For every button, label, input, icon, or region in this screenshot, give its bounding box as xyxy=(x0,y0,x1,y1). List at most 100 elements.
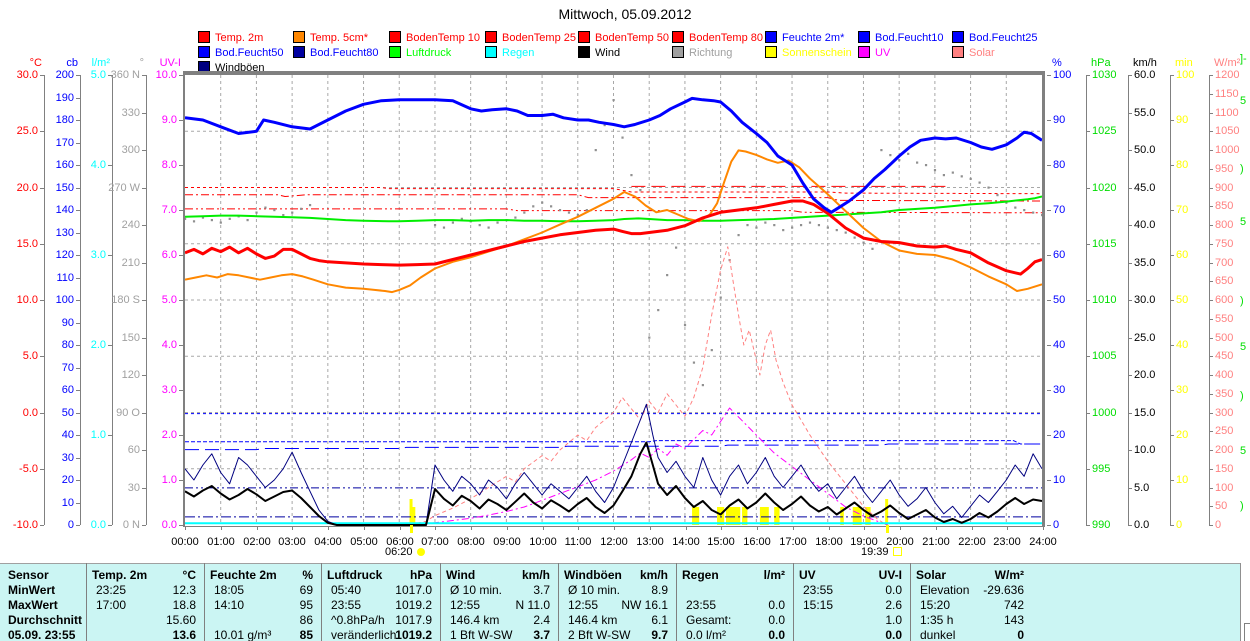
hour-tick xyxy=(650,526,651,530)
axis-label-dir: 0 N xyxy=(122,519,140,531)
series-wind xyxy=(185,441,1042,526)
axis-label-temp: 5.0 xyxy=(22,350,38,362)
axis-label-temp: 20.0 xyxy=(16,182,38,194)
hour-tick xyxy=(364,526,365,530)
table-cell-text: 17:00 xyxy=(96,598,127,612)
table-cell-value: 1019.2 xyxy=(395,628,432,641)
series-richtung-dot xyxy=(960,175,963,178)
table-row-label: Sensor xyxy=(8,568,49,582)
axis-label-wm2: 950 xyxy=(1215,163,1234,175)
axis-label-temp: 30.0 xyxy=(16,69,38,81)
axis-tick-wm2 xyxy=(1209,281,1213,282)
legend-item-richtung: Richtung xyxy=(672,46,732,59)
legend-swatch-solar xyxy=(952,46,964,58)
table-divider xyxy=(86,563,87,641)
axis-line-dir xyxy=(146,75,147,525)
time-label-04-00: 04:00 xyxy=(314,536,342,548)
axis-label-hpa: 1000 xyxy=(1092,407,1117,419)
axis-label-wm2: 300 xyxy=(1215,407,1234,419)
series-richtung-dot xyxy=(433,224,437,227)
axis-label-min: 0 xyxy=(1176,519,1183,531)
axis-label-cb: 30 xyxy=(61,452,74,464)
table-cell-value: N 11.0 xyxy=(515,598,550,612)
axis-tick-wm2 xyxy=(1209,506,1213,507)
axis-tick-hum xyxy=(1047,435,1051,436)
axis-label-rain: 4.0 xyxy=(90,159,106,171)
sunshine-bar xyxy=(865,507,871,525)
axis-label-uv: 7.0 xyxy=(161,204,177,216)
axis-tick-dir xyxy=(142,488,146,489)
axis-tick-cb xyxy=(76,300,80,301)
axis-label-temp: 15.0 xyxy=(16,238,38,250)
time-label-18-00: 18:00 xyxy=(815,536,843,548)
table-group-unit: l/m² xyxy=(763,568,785,582)
table-group-unit: km/h xyxy=(521,568,550,582)
hour-tick xyxy=(257,526,258,530)
hour-tick xyxy=(292,526,293,530)
axis-label-hpa: 1030 xyxy=(1092,69,1117,81)
axis-tick-wm2 xyxy=(1209,450,1213,451)
table-row-label: MinWert xyxy=(8,583,56,597)
axis-tick-cb xyxy=(76,255,80,256)
table-cell-text: 1 Bft W-SW xyxy=(450,628,513,641)
axis-tick-hpa xyxy=(1086,244,1090,245)
axis-fragment: ) xyxy=(1240,163,1244,175)
series-richtung-dot xyxy=(291,211,294,214)
hour-tick xyxy=(185,526,186,530)
series-richtung-dot xyxy=(541,201,544,204)
time-label-21-00: 21:00 xyxy=(922,536,950,548)
hour-tick xyxy=(435,526,436,530)
axis-label-hum: 40 xyxy=(1053,339,1066,351)
axis-label-uv: 3.0 xyxy=(161,384,177,396)
axis-label-rain: 3.0 xyxy=(90,249,106,261)
axis-tick-uv xyxy=(179,345,183,346)
axis-tick-wm2 xyxy=(1209,356,1213,357)
axis-tick-hpa xyxy=(1086,356,1090,357)
axis-label-wm2: 750 xyxy=(1215,238,1234,250)
axis-tick-cb xyxy=(76,120,80,121)
axis-label-cb: 50 xyxy=(61,407,74,419)
axis-tick-hum xyxy=(1047,75,1051,76)
series-richtung-dot xyxy=(674,246,678,249)
series-richtung-dot xyxy=(871,247,874,250)
table-cell-value: 69 xyxy=(299,583,313,597)
axis-label-cb: 110 xyxy=(56,272,74,284)
axis-label-wm2: 1200 xyxy=(1215,69,1240,81)
series-richtung-dot xyxy=(701,384,704,387)
axis-label-cb: 140 xyxy=(55,204,74,216)
series-richtung-dot xyxy=(746,224,749,227)
series-richtung-dot xyxy=(1023,209,1026,212)
time-label-06-00: 06:00 xyxy=(386,536,414,548)
axis-label-wm2: 550 xyxy=(1215,313,1234,325)
axis-tick-cb xyxy=(76,143,80,144)
axis-line-rain xyxy=(112,75,113,525)
series-richtung-dot xyxy=(826,226,829,229)
axis-label-kmh: 30.0 xyxy=(1134,294,1156,306)
axis-fragment: ) xyxy=(1240,500,1244,512)
hour-tick xyxy=(793,526,794,530)
series-richtung-dot xyxy=(773,224,776,227)
series-richtung-dot xyxy=(228,217,231,220)
legend-swatch-richtung xyxy=(672,46,684,58)
axis-label-wm2: 50 xyxy=(1215,500,1228,512)
axis-tick-cb xyxy=(76,323,80,324)
legend-swatch-bodentemp-50 xyxy=(578,31,590,43)
axis-tick-cb xyxy=(76,165,80,166)
table-cell-value: 18.8 xyxy=(172,598,196,612)
legend-swatch-bod-feucht50 xyxy=(198,46,210,58)
table-group-name-solar: Solar xyxy=(916,568,947,582)
axis-tick-temp xyxy=(40,525,44,526)
axis-label-dir: 360 N xyxy=(110,69,140,81)
axis-tick-wm2 xyxy=(1209,525,1213,526)
axis-tick-hpa xyxy=(1086,75,1090,76)
axis-label-cb: 80 xyxy=(61,339,74,351)
table-cell-text: 14:10 xyxy=(214,598,245,612)
axis-tick-cb xyxy=(76,480,80,481)
axis-label-wm2: 350 xyxy=(1215,388,1234,400)
axis-tick-uv xyxy=(179,210,183,211)
legend-label: Bod.Feucht25 xyxy=(969,32,1038,44)
axis-label-rain: 2.0 xyxy=(90,339,106,351)
chart-plot xyxy=(185,75,1042,526)
axis-unit-rain: l/m² xyxy=(91,57,110,69)
axis-tick-wm2 xyxy=(1209,431,1213,432)
